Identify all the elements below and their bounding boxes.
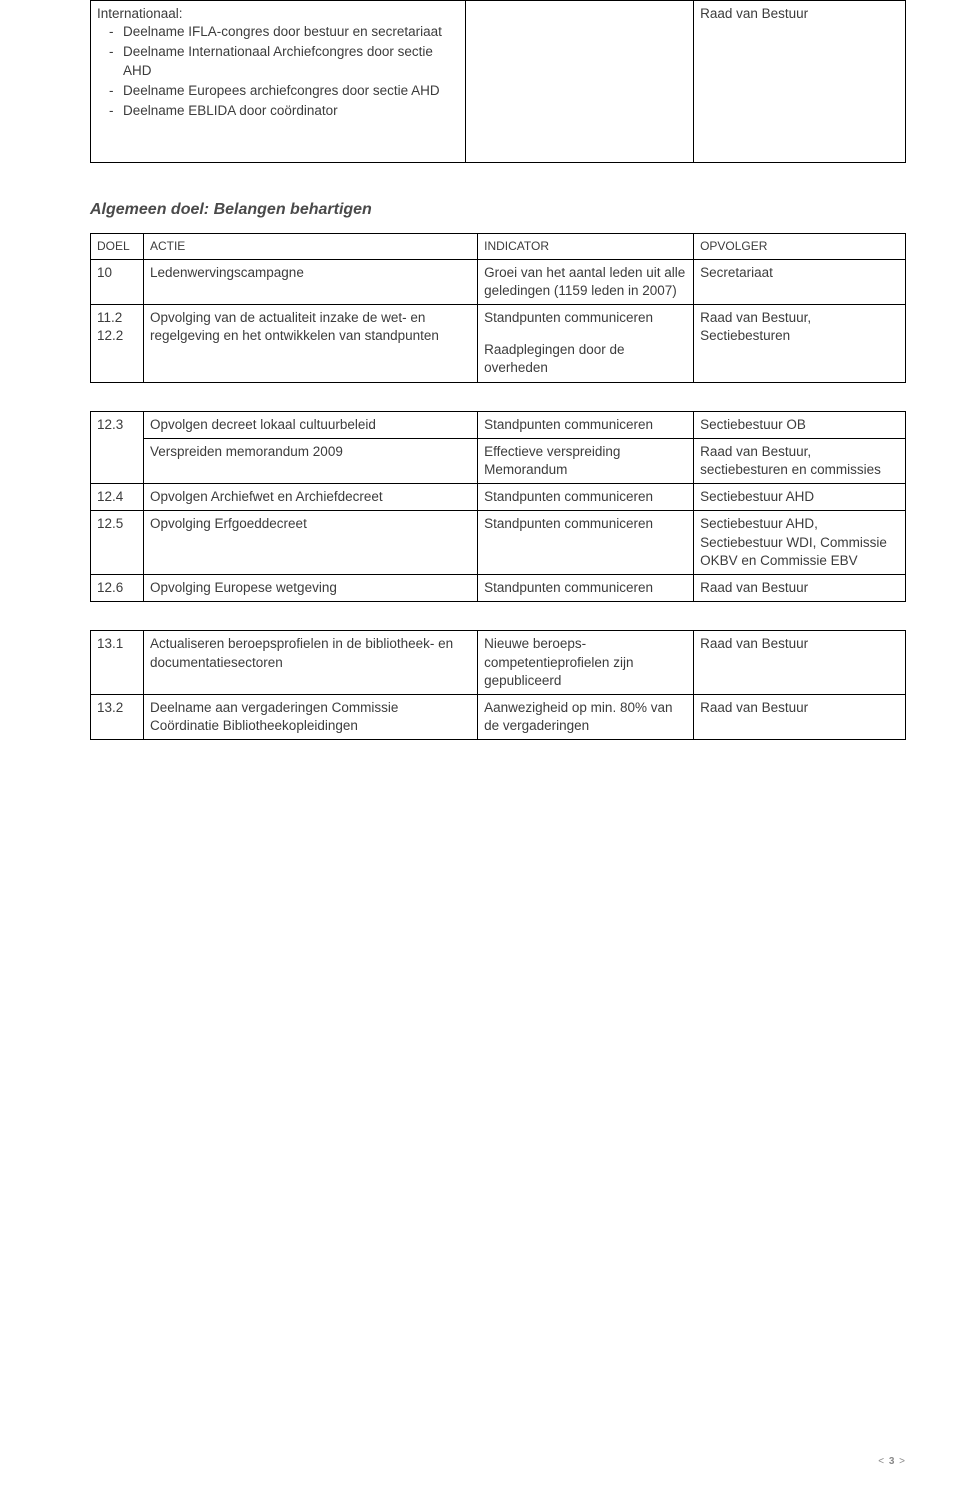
top-row: Internationaal: Deelname IFLA-congres do… [91, 1, 906, 163]
cell-opvolger: Raad van Bestuur [694, 631, 906, 695]
header-row: DOEL ACTIE INDICATOR OPVOLGER [91, 234, 906, 259]
cell-doel: 12.3 [91, 411, 144, 438]
intl-bullets: Deelname IFLA-congres door bestuur en se… [97, 23, 459, 120]
top-table: Internationaal: Deelname IFLA-congres do… [90, 0, 906, 163]
cell-opvolger: Sectiebestuur AHD, Sectiebestuur WDI, Co… [694, 511, 906, 575]
cell-actie: Ledenwervingscampagne [143, 259, 477, 304]
cell-doel: 10 [91, 259, 144, 304]
th-actie: ACTIE [143, 234, 477, 259]
table-row: 12.6 Opvolging Europese wetgeving Standp… [91, 575, 906, 602]
table-row: 13.1 Actualiseren beroepsprofielen in de… [91, 631, 906, 695]
cell-indicator: Standpunten communiceren [478, 575, 694, 602]
cell-opvolger: Sectiebestuur OB [694, 411, 906, 438]
cell-actie: Verspreiden memorandum 2009 [143, 438, 477, 483]
table-row: 12.5 Opvolging Erfgoeddecreet Standpunte… [91, 511, 906, 575]
th-doel: DOEL [91, 234, 144, 259]
table-row: Verspreiden memorandum 2009 Effectieve v… [91, 438, 906, 483]
cell-indicator: Raadplegingen door de overheden [478, 331, 694, 382]
cell-actie: Opvolgen decreet lokaal cultuurbeleid [143, 411, 477, 438]
cell-actie: Actualiseren beroepsprofielen in de bibl… [143, 631, 477, 695]
cell-doel: 12.4 [91, 484, 144, 511]
table-row: 12.4 Opvolgen Archiefwet en Archiefdecre… [91, 484, 906, 511]
bullet: Deelname Europees archiefcongres door se… [123, 82, 459, 100]
bullet: Deelname IFLA-congres door bestuur en se… [123, 23, 459, 41]
footer-bracket-left: < [878, 1456, 885, 1467]
cell-doel: 12.5 [91, 511, 144, 575]
cell-indicator: Aanwezigheid op min. 80% van de vergader… [478, 695, 694, 740]
cell-indicator: Nieuwe beroeps-competentieprofielen zijn… [478, 631, 694, 695]
table-block-1: DOEL ACTIE INDICATOR OPVOLGER 10 Ledenwe… [90, 233, 906, 382]
table-block-2: 12.3 Opvolgen decreet lokaal cultuurbele… [90, 411, 906, 603]
cell-opvolger: Raad van Bestuur [694, 695, 906, 740]
cell-indicator: Standpunten communiceren [478, 484, 694, 511]
cell-actie: Opvolgen Archiefwet en Archiefdecreet [143, 484, 477, 511]
cell-doel [91, 438, 144, 483]
table-row: 13.2 Deelname aan vergaderingen Commissi… [91, 695, 906, 740]
cell-actie: Opvolging van de actualiteit inzake de w… [143, 304, 477, 382]
page: Internationaal: Deelname IFLA-congres do… [0, 0, 960, 1503]
cell-indicator: Effectieve verspreiding Memorandum [478, 438, 694, 483]
cell-opvolger: Sectiebestuur AHD [694, 484, 906, 511]
table-block-3: 13.1 Actualiseren beroepsprofielen in de… [90, 630, 906, 740]
cell-indicator: Standpunten communiceren [478, 511, 694, 575]
cell-doel: 11.2 12.2 [91, 304, 144, 382]
table-row: 12.3 Opvolgen decreet lokaal cultuurbele… [91, 411, 906, 438]
cell-indicator: Standpunten communiceren [478, 304, 694, 331]
cell-indicator: Standpunten communiceren [478, 411, 694, 438]
page-footer: < 3 > [878, 1456, 906, 1467]
cell-opvolger: Raad van Bestuur, Sectiebesturen [694, 304, 906, 382]
cell-opvolger: Secretariaat [694, 259, 906, 304]
cell-doel: 12.6 [91, 575, 144, 602]
bullet: Deelname EBLIDA door coördinator [123, 102, 459, 120]
cell-opvolger: Raad van Bestuur, sectiebesturen en comm… [694, 438, 906, 483]
cell-actie: Opvolging Europese wetgeving [143, 575, 477, 602]
intl-heading: Internationaal: [97, 6, 183, 21]
top-right-cell: Raad van Bestuur [694, 1, 906, 163]
cell-actie: Deelname aan vergaderingen Commissie Coö… [143, 695, 477, 740]
section-heading: Algemeen doel: Belangen behartigen [90, 201, 906, 219]
footer-bracket-right: > [899, 1456, 906, 1467]
top-middle-cell [465, 1, 693, 163]
cell-doel: 13.2 [91, 695, 144, 740]
cell-indicator: Groei van het aantal leden uit alle gele… [478, 259, 694, 304]
cell-opvolger: Raad van Bestuur [694, 575, 906, 602]
th-indicator: INDICATOR [478, 234, 694, 259]
table-row: 11.2 12.2 Opvolging van de actualiteit i… [91, 304, 906, 331]
page-number: 3 [889, 1456, 896, 1467]
table-row: 10 Ledenwervingscampagne Groei van het a… [91, 259, 906, 304]
cell-doel: 13.1 [91, 631, 144, 695]
bullet: Deelname Internationaal Archiefcongres d… [123, 43, 459, 79]
top-left-cell: Internationaal: Deelname IFLA-congres do… [91, 1, 466, 163]
th-opvolger: OPVOLGER [694, 234, 906, 259]
cell-actie: Opvolging Erfgoeddecreet [143, 511, 477, 575]
